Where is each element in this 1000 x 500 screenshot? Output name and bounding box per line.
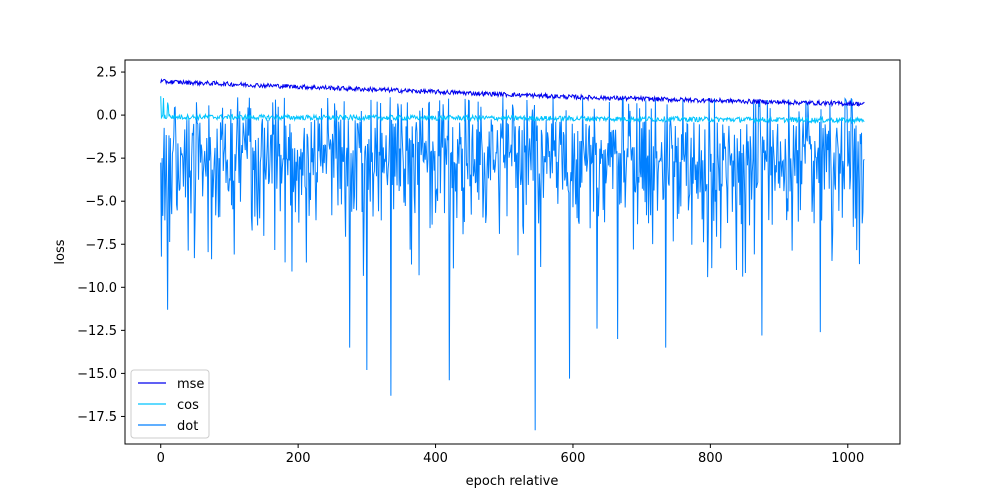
y-tick-label: 2.5	[96, 66, 117, 81]
legend: mse cos dot	[130, 369, 210, 439]
x-tick-label: 1000	[831, 451, 864, 466]
series-line-mse	[160, 78, 865, 108]
series-line-dot	[160, 96, 865, 431]
y-tick-label: 0.0	[96, 109, 117, 124]
legend-label-mse: mse	[177, 377, 204, 392]
legend-box	[130, 369, 210, 439]
y-tick-label: −12.5	[77, 324, 117, 339]
x-tick-label: 200	[286, 451, 311, 466]
x-axis-ticks: 0 200 400 600 800 1000	[157, 444, 864, 466]
x-axis-title: epoch relative	[466, 474, 559, 489]
x-tick-label: 0	[157, 451, 165, 466]
plot-series-group	[160, 78, 865, 431]
y-tick-label: −10.0	[77, 281, 117, 296]
plot-frame	[124, 59, 901, 445]
y-axis-title: loss	[53, 239, 68, 264]
series-line-cos	[160, 96, 865, 125]
legend-label-dot: dot	[177, 419, 198, 434]
y-tick-label: −7.5	[85, 238, 117, 253]
x-tick-label: 800	[698, 451, 723, 466]
x-tick-label: 400	[423, 451, 448, 466]
y-tick-label: −15.0	[77, 367, 117, 382]
x-tick-label: 600	[561, 451, 586, 466]
legend-label-cos: cos	[177, 398, 199, 413]
y-tick-label: −2.5	[85, 152, 117, 167]
y-tick-label: −17.5	[77, 410, 117, 425]
y-axis-ticks: 2.5 0.0 −2.5 −5.0 −7.5 −10.0 −12.5 −15.0 −17.5	[77, 66, 125, 425]
y-tick-label: −5.0	[85, 195, 117, 210]
